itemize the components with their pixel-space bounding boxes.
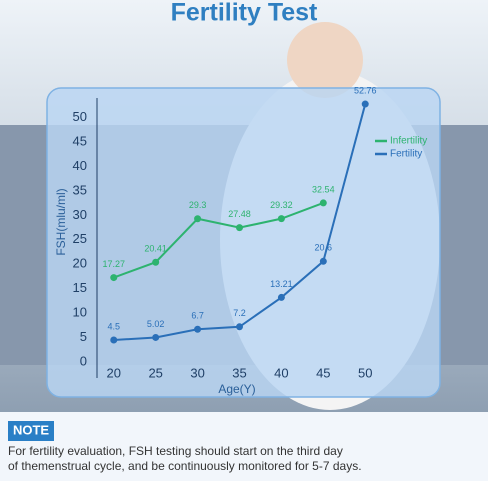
y-tick-label: 40: [73, 158, 87, 173]
y-tick-label: 0: [80, 353, 87, 368]
data-point: [236, 224, 243, 232]
y-axis-label: FSH(mlu/ml): [54, 188, 68, 255]
y-tick-label: 45: [73, 133, 87, 148]
note-line: For fertility evaluation, FSH testing sh…: [8, 444, 343, 458]
y-tick-label: 20: [73, 256, 87, 271]
data-label: 20.41: [144, 244, 167, 254]
note-label: NOTE: [13, 422, 49, 437]
data-label: 27.48: [228, 209, 251, 219]
data-point: [152, 258, 160, 266]
y-tick-label: 35: [73, 182, 87, 197]
data-point: [194, 325, 202, 333]
note-area: [0, 412, 488, 481]
x-tick-label: 45: [316, 365, 330, 380]
y-tick-label: 50: [73, 109, 87, 124]
data-label: 32.54: [312, 184, 335, 194]
legend-label: Infertility: [390, 136, 427, 147]
y-tick-label: 25: [73, 231, 87, 246]
data-label: 13.21: [270, 279, 293, 289]
data-label: 5.02: [147, 319, 165, 329]
x-tick-label: 40: [274, 365, 288, 380]
x-tick-label: 25: [148, 365, 162, 380]
data-point: [319, 257, 327, 265]
note-badge: [8, 421, 54, 441]
data-label: 29.3: [189, 200, 207, 210]
x-tick-label: 35: [232, 365, 246, 380]
data-label: 52.76: [354, 85, 377, 95]
data-point: [110, 274, 118, 282]
note-line: of themenstrual cycle, and be continuous…: [8, 459, 362, 473]
y-tick-label: 10: [73, 305, 87, 320]
x-axis-label: Age(Y): [218, 382, 255, 396]
data-label: 29.32: [270, 200, 293, 210]
data-label: 6.7: [191, 311, 204, 321]
data-point: [236, 323, 243, 331]
data-label: 17.27: [102, 259, 125, 269]
data-point: [194, 215, 202, 223]
y-tick-label: 30: [73, 207, 87, 222]
data-point: [110, 336, 118, 344]
plot: 0 5 10 15 20 25 30 35 40 45 50 20 25 30 35 40 45 50 17.27 2…: [73, 85, 428, 380]
data-point: [361, 100, 369, 108]
x-tick-label: 20: [107, 365, 121, 380]
legend-label: Fertility: [390, 149, 422, 160]
x-tick-label: 30: [190, 365, 204, 380]
data-label: 20.6: [315, 243, 333, 253]
series-line: [113, 201, 324, 279]
y-tick-label: 15: [73, 280, 87, 295]
x-tick-label: 50: [358, 365, 372, 380]
data-label: 4.5: [108, 321, 121, 331]
chart-panel: [46, 87, 441, 398]
data-label: 7.2: [233, 308, 246, 318]
data-point: [319, 199, 327, 207]
data-point: [277, 215, 285, 223]
person-face: [287, 22, 363, 98]
data-point: [152, 333, 160, 341]
data-point: [277, 293, 285, 301]
y-tick-label: 5: [80, 329, 87, 344]
page-title: Fertility Test: [171, 0, 318, 27]
